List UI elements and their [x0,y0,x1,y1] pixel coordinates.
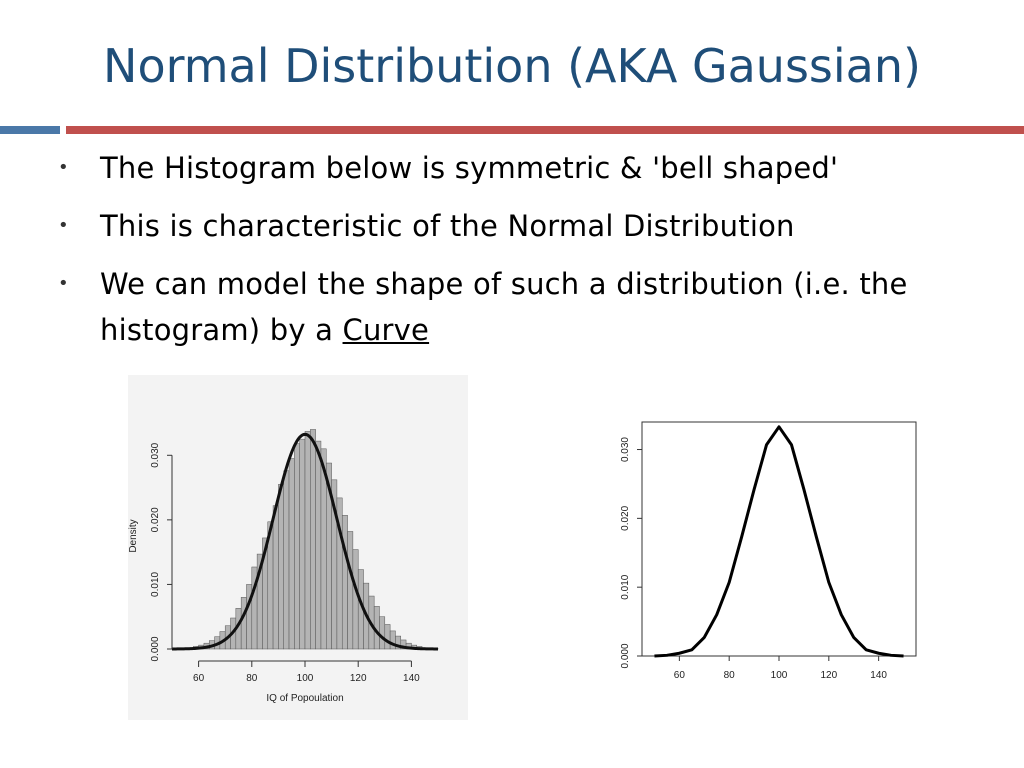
histogram-figure: 60 80 100 120 140 IQ of Popoulation 0.000 0.010… [128,375,468,720]
normal-curve-line [654,425,904,658]
y-tick-label: 0.000 [150,636,161,661]
plot-frame [641,421,917,657]
slide-title: Normal Distribution (AKA Gaussian) [103,39,921,93]
bullet-glyph: • [58,157,69,178]
histogram-bar [294,443,300,650]
x-tick-label: 100 [771,670,788,681]
normal-curve-chart: 60 80 100 120 140 0.000 0.010 0.020 0.030 [620,421,917,681]
y-tick-label: 0.020 [620,505,631,530]
histogram-bar [379,616,386,650]
title-rule-right [66,126,1024,134]
x-tick-label: 140 [870,670,887,681]
y-tick-label: 0.020 [150,507,161,532]
histogram-chart: 60 80 100 120 140 IQ of Popoulation 0.000 0.010… [128,429,439,704]
histogram-bar [299,438,306,650]
x-tick-label: 140 [403,673,420,684]
density-curve [171,432,439,651]
x-tick-label: 80 [724,670,736,681]
x-tick-label: 60 [674,670,686,681]
x-tick-label: 120 [350,673,367,684]
bullet-item: • The Histogram below is symmetric & 'be… [58,145,978,191]
histogram-bar [288,458,295,650]
histogram-bar [352,549,359,650]
x-axis-label: IQ of Popoulation [266,693,343,704]
histogram-bar [347,531,354,650]
bullet-list: • The Histogram below is symmetric & 'be… [58,145,978,365]
x-tick-label: 120 [820,670,837,681]
curve-underlined-word: Curve [342,313,430,347]
histogram-bar [310,429,316,650]
histogram-bar [304,431,311,650]
title-rule-left [0,126,60,134]
y-tick-label: 0.030 [150,442,161,467]
bullet-text: This is characteristic of the Normal Dis… [100,209,795,243]
x-tick-label: 100 [297,673,314,684]
bullet-text: The Histogram below is symmetric & 'bell… [100,151,839,185]
histogram-bar [384,624,391,650]
histogram-bar [341,515,348,650]
x-tick-label: 60 [193,673,205,684]
histogram-bar [315,440,322,650]
histogram-bar [283,470,290,650]
histogram-bar [240,597,247,650]
histogram-bar [278,484,284,650]
y-tick-label: 0.030 [620,437,631,462]
y-tick-label: 0.010 [150,571,161,596]
bullet-text: We can model the shape of such a distrib… [100,267,908,347]
bullet-glyph: • [58,273,69,294]
x-tick-label: 80 [246,673,258,684]
bullet-item: • We can model the shape of such a distr… [58,261,978,353]
histogram-bar [272,505,279,650]
bullet-glyph: • [58,215,69,236]
y-axis-label: Density [128,519,139,552]
bullet-item: • This is characteristic of the Normal D… [58,203,978,249]
y-tick-label: 0.000 [620,643,631,668]
y-tick-label: 0.010 [620,574,631,599]
normal-curve-figure: 60 80 100 120 140 0.000 0.010 0.020 0.030 [610,410,930,700]
